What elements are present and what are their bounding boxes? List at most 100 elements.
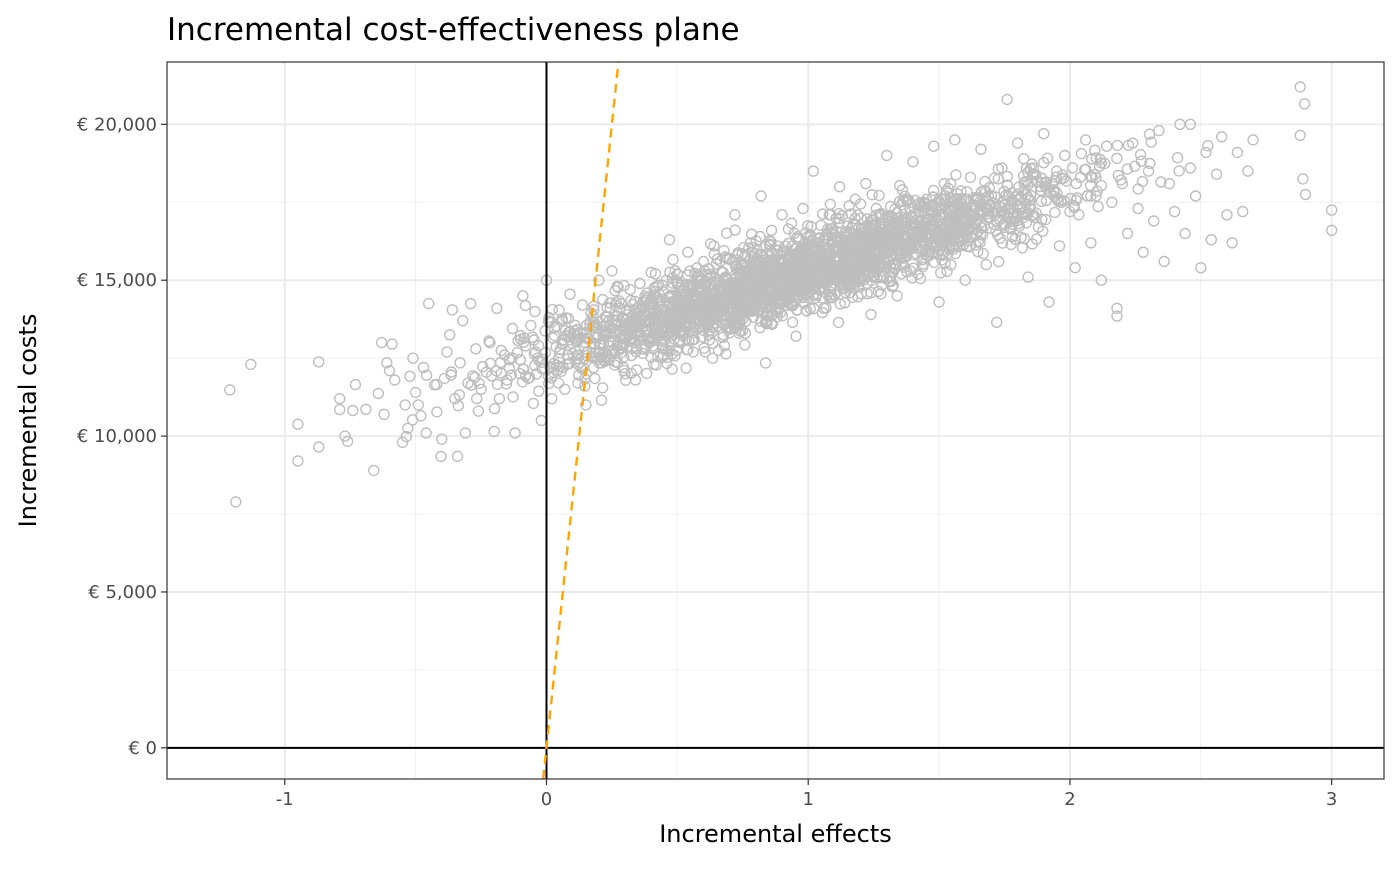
data-point (820, 302, 832, 314)
data-point (785, 217, 798, 229)
data-point (451, 450, 464, 462)
data-point (576, 299, 589, 311)
data-point (872, 285, 884, 297)
data-point (618, 280, 630, 292)
data-point (890, 259, 902, 272)
data-point (519, 299, 532, 312)
data-point (944, 203, 956, 215)
data-point (944, 178, 957, 190)
data-point (603, 314, 615, 327)
data-point (477, 361, 489, 373)
data-point (614, 325, 627, 337)
data-point (656, 351, 668, 363)
data-point (488, 402, 501, 415)
data-point (964, 241, 976, 253)
data-point (1294, 81, 1306, 93)
data-point (538, 362, 550, 374)
data-point (1013, 220, 1025, 232)
data-point (901, 215, 913, 228)
data-point (949, 214, 961, 227)
data-point (1179, 227, 1191, 240)
data-point (712, 344, 725, 357)
data-point (720, 348, 732, 360)
data-point (698, 342, 710, 354)
data-point (1017, 169, 1030, 182)
data-point (551, 320, 563, 333)
data-point (519, 340, 532, 352)
data-point (566, 338, 578, 350)
data-point (1030, 233, 1043, 245)
data-point (771, 240, 784, 252)
data-point (1039, 213, 1052, 226)
y-tick-label: € 10,000 (77, 426, 157, 447)
y-tick-label: € 0 (128, 738, 157, 759)
data-point (611, 280, 623, 292)
data-point (683, 265, 696, 277)
data-point (747, 246, 759, 259)
data-point (1325, 204, 1338, 216)
data-point (747, 251, 759, 263)
data-point (417, 361, 430, 374)
data-point (1221, 209, 1233, 221)
data-point (1100, 140, 1113, 152)
data-point (557, 361, 569, 373)
data-point (423, 297, 435, 310)
data-point (1013, 193, 1026, 206)
data-point (375, 336, 388, 349)
data-point (760, 308, 773, 321)
data-point (721, 280, 733, 292)
data-point (667, 253, 679, 266)
scatter-points (224, 81, 1338, 508)
data-point (704, 238, 717, 250)
data-point (883, 271, 896, 284)
plot-panel-border (166, 61, 1385, 780)
data-point (1081, 190, 1093, 202)
data-point (1210, 168, 1223, 180)
data-point (696, 304, 708, 316)
data-point (918, 221, 931, 234)
data-point (984, 222, 997, 234)
y-tick-label: € 5,000 (88, 582, 157, 603)
data-point (748, 292, 760, 305)
data-point (795, 247, 807, 259)
data-point (881, 149, 893, 162)
data-point (736, 282, 748, 294)
data-point (441, 346, 453, 358)
data-point (980, 258, 992, 271)
data-point (891, 290, 903, 302)
data-point (1136, 175, 1149, 188)
data-point (790, 232, 803, 245)
data-point (1155, 176, 1167, 188)
data-point (894, 179, 906, 192)
data-point (614, 339, 626, 351)
y-axis-ticks: € 0 € 5,000 € 10,000 € 15,000 € 20,000 (77, 114, 167, 759)
data-point (861, 252, 873, 264)
data-point (694, 280, 706, 293)
data-point (431, 406, 443, 418)
data-point (514, 329, 527, 342)
data-point (580, 399, 592, 411)
data-point (1294, 129, 1306, 142)
data-point (528, 347, 540, 360)
data-point (1026, 168, 1039, 180)
data-point (612, 281, 624, 293)
data-point (838, 247, 850, 260)
reference-lines (167, 62, 1384, 779)
data-point (772, 244, 784, 257)
data-point (1048, 186, 1060, 198)
data-point (866, 188, 878, 201)
data-point (313, 441, 325, 453)
data-point (1142, 165, 1155, 177)
data-point (983, 199, 996, 212)
data-point (813, 284, 826, 296)
data-point (339, 430, 351, 442)
data-point (649, 268, 662, 280)
data-point (755, 190, 767, 202)
data-point (790, 330, 802, 342)
data-point (529, 305, 541, 318)
data-point (453, 389, 466, 401)
data-point (786, 316, 799, 328)
data-point (629, 295, 641, 308)
data-point (845, 208, 857, 220)
